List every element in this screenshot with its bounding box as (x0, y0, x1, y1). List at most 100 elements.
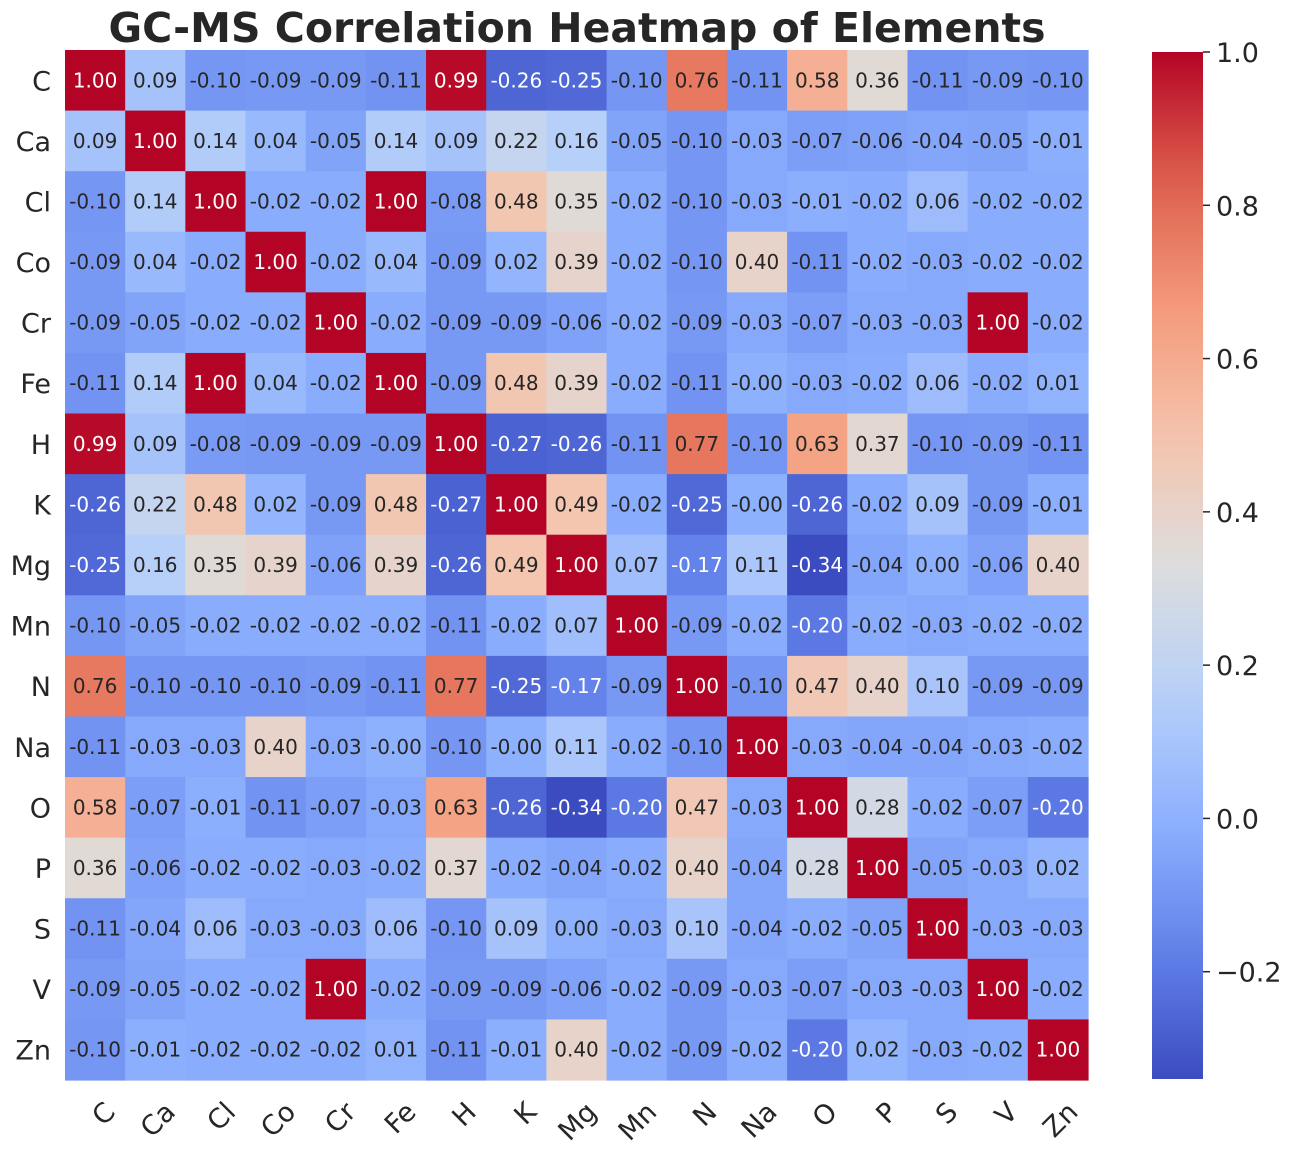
cell-value-label: -0.02 (370, 977, 422, 1001)
cell-value-label: -0.11 (671, 371, 723, 395)
cell-value-label: -0.04 (731, 917, 783, 941)
heatmap-cell-Mn-S (907, 595, 969, 657)
cell-value-label: 0.63 (795, 432, 840, 456)
heatmap-cell-Mn-C (65, 595, 126, 657)
heatmap-cell-Mg-V (967, 534, 1029, 596)
cell-value-label: -0.10 (129, 674, 181, 698)
cell-value-label: 1.00 (975, 311, 1020, 335)
heatmap-cell-Cl-Zn (1027, 171, 1089, 233)
heatmap-cell-Cl-K (486, 171, 548, 233)
cell-value-label: -0.26 (490, 795, 542, 819)
colorbar-gradient (1152, 52, 1203, 1079)
cell-value-label: -0.26 (69, 492, 121, 516)
heatmap-cell-H-C (65, 413, 126, 475)
cell-value-label: -0.02 (972, 371, 1024, 395)
cell-value-label: -0.09 (1032, 674, 1084, 698)
cell-value-label: 0.00 (554, 917, 599, 941)
cell-value-label: -0.04 (912, 735, 964, 759)
heatmap-cell-O-Mn (606, 777, 668, 839)
heatmap-cell-Cl-C (65, 171, 126, 233)
cell-value-label: 0.40 (1036, 553, 1081, 577)
cell-value-label: -0.00 (370, 735, 422, 759)
cell-value-label: -0.11 (611, 432, 663, 456)
heatmap-cell-S-Cl (185, 898, 247, 960)
cell-value-label: 0.35 (554, 189, 599, 213)
cell-value-label: -0.10 (671, 189, 723, 213)
cell-value-label: -0.03 (912, 1038, 964, 1062)
heatmap-cell-C-Co (245, 50, 307, 112)
cell-value-label: 0.39 (554, 371, 599, 395)
cell-value-label: 0.99 (434, 68, 479, 92)
heatmap-cell-Zn-H (426, 1019, 487, 1081)
heatmap-cell-Ca-Cl (185, 110, 247, 172)
colorbar-tick-label: 0.6 (1216, 345, 1259, 376)
heatmap-cell-Mg-Mn (606, 534, 668, 596)
cell-value-label: -0.05 (129, 311, 181, 335)
cell-value-label: -0.10 (69, 614, 121, 638)
cell-value-label: 1.00 (1036, 1038, 1081, 1062)
cell-value-label: -0.04 (551, 856, 603, 880)
heatmap-cell-Cl-V (967, 171, 1029, 233)
heatmap-cell-C-K (486, 50, 548, 112)
cell-value-label: 0.07 (554, 614, 599, 638)
heatmap-cell-P-V (967, 837, 1029, 899)
y-tick-label-Zn: Zn (15, 1036, 51, 1067)
heatmap-cell-V-Cl (185, 958, 247, 1021)
cell-value-label: 1.00 (614, 614, 659, 638)
cell-value-label: -0.02 (190, 977, 242, 1001)
heatmap-cell-N-Co (245, 655, 307, 718)
cell-value-label: -0.05 (129, 977, 181, 1001)
cell-value-label: -0.11 (791, 250, 843, 274)
cell-value-label: -0.05 (972, 129, 1024, 153)
cell-value-label: -0.02 (611, 735, 663, 759)
cell-value-label: 0.37 (855, 432, 900, 456)
heatmap-cell-O-Cr (305, 777, 367, 839)
heatmap-cell-S-H (426, 898, 487, 960)
cell-value-label: 0.09 (494, 917, 539, 941)
cell-value-label: -0.02 (912, 795, 964, 819)
cell-value-label: -0.11 (430, 1038, 482, 1062)
heatmap-cell-Mn-Fe (365, 595, 427, 657)
heatmap-cell-P-Co (245, 837, 307, 899)
heatmap-cell-V-V (967, 958, 1029, 1021)
heatmap-cell-N-H (426, 655, 487, 718)
heatmap-cell-Na-C (65, 716, 126, 778)
cell-value-label: 0.06 (193, 917, 238, 941)
cell-value-label: -0.02 (190, 614, 242, 638)
heatmap-cell-Mn-Mn (606, 595, 668, 657)
cell-value-label: -0.09 (972, 492, 1024, 516)
heatmap-cell-S-K (486, 898, 548, 960)
heatmap-cell-C-Cr (305, 50, 367, 112)
cell-value-label: 0.04 (374, 250, 419, 274)
cell-value-label: -0.03 (611, 917, 663, 941)
cell-value-label: 0.02 (253, 492, 298, 516)
heatmap-cell-C-Cl (185, 50, 247, 112)
heatmap-cell-N-Cl (185, 655, 247, 718)
cell-value-label: -0.02 (731, 614, 783, 638)
cell-value-label: 0.36 (73, 856, 118, 880)
heatmap-cell-C-S (907, 50, 969, 112)
cell-value-label: -0.06 (129, 856, 181, 880)
heatmap-cell-Zn-K (486, 1019, 548, 1081)
heatmap-cell-Zn-S (907, 1019, 969, 1081)
cell-value-label: 0.11 (735, 553, 780, 577)
y-tick-label-H: H (31, 430, 51, 461)
cell-value-label: -0.02 (310, 1038, 362, 1062)
cell-value-label: -0.09 (69, 977, 121, 1001)
heatmap-cell-Fe-Cr (305, 352, 367, 415)
heatmap-cell-S-Mg (546, 898, 608, 960)
cell-value-label: -0.09 (671, 977, 723, 1001)
cell-value-label: -0.00 (731, 371, 783, 395)
heatmap-cell-S-Cr (305, 898, 367, 960)
cell-value-label: -0.11 (370, 674, 422, 698)
heatmap-cell-P-Mn (606, 837, 668, 899)
cell-value-label: 0.28 (855, 795, 900, 819)
heatmap-cell-Mn-Cl (185, 595, 247, 657)
heatmap-cell-Co-P (847, 231, 909, 293)
heatmap-cell-Na-Cr (305, 716, 367, 778)
cell-value-label: -0.10 (912, 432, 964, 456)
heatmap-cell-Cl-Cl (185, 171, 247, 233)
y-tick-label-Co: Co (16, 248, 51, 279)
cell-value-label: -0.02 (190, 1038, 242, 1062)
cell-value-label: 0.14 (133, 189, 178, 213)
